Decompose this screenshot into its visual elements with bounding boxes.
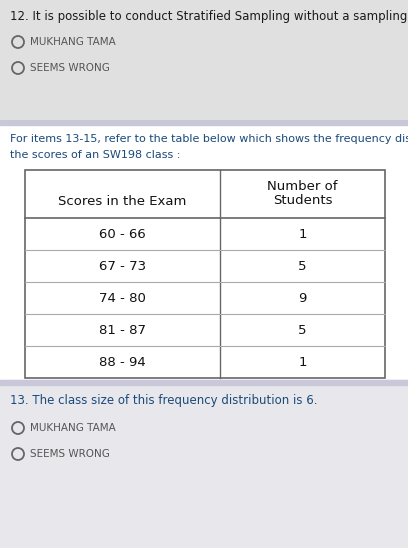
Bar bbox=[0, 380, 408, 385]
Text: the scores of an SW198 class :: the scores of an SW198 class : bbox=[10, 150, 180, 160]
Text: Number of: Number of bbox=[267, 180, 338, 193]
Text: 74 - 80: 74 - 80 bbox=[99, 292, 146, 305]
Text: 67 - 73: 67 - 73 bbox=[99, 260, 146, 272]
Bar bbox=[25, 346, 385, 378]
Text: SEEMS WRONG: SEEMS WRONG bbox=[30, 63, 110, 73]
Text: 1: 1 bbox=[298, 227, 307, 241]
Text: 9: 9 bbox=[298, 292, 307, 305]
Text: MUKHANG TAMA: MUKHANG TAMA bbox=[30, 423, 116, 433]
Text: 5: 5 bbox=[298, 323, 307, 336]
Bar bbox=[25, 282, 385, 314]
Bar bbox=[0, 120, 408, 380]
Bar bbox=[25, 314, 385, 346]
Text: SEEMS WRONG: SEEMS WRONG bbox=[30, 449, 110, 459]
Text: 60 - 66: 60 - 66 bbox=[99, 227, 146, 241]
Text: 13. The class size of this frequency distribution is 6.: 13. The class size of this frequency dis… bbox=[10, 394, 317, 407]
Bar bbox=[0, 0, 408, 120]
Text: Scores in the Exam: Scores in the Exam bbox=[58, 195, 187, 208]
Bar bbox=[25, 170, 385, 218]
Text: 88 - 94: 88 - 94 bbox=[99, 356, 146, 368]
Text: Students: Students bbox=[273, 195, 332, 208]
Bar bbox=[25, 170, 385, 378]
Bar bbox=[25, 218, 385, 250]
Text: 12. It is possible to conduct Stratified Sampling without a sampling frame.: 12. It is possible to conduct Stratified… bbox=[10, 10, 408, 23]
Text: For items 13-15, refer to the table below which shows the frequency distribu: For items 13-15, refer to the table belo… bbox=[10, 134, 408, 144]
Text: 5: 5 bbox=[298, 260, 307, 272]
Text: MUKHANG TAMA: MUKHANG TAMA bbox=[30, 37, 116, 47]
Text: 1: 1 bbox=[298, 356, 307, 368]
Text: 81 - 87: 81 - 87 bbox=[99, 323, 146, 336]
Bar bbox=[25, 250, 385, 282]
Bar bbox=[0, 380, 408, 548]
Bar bbox=[0, 120, 408, 125]
